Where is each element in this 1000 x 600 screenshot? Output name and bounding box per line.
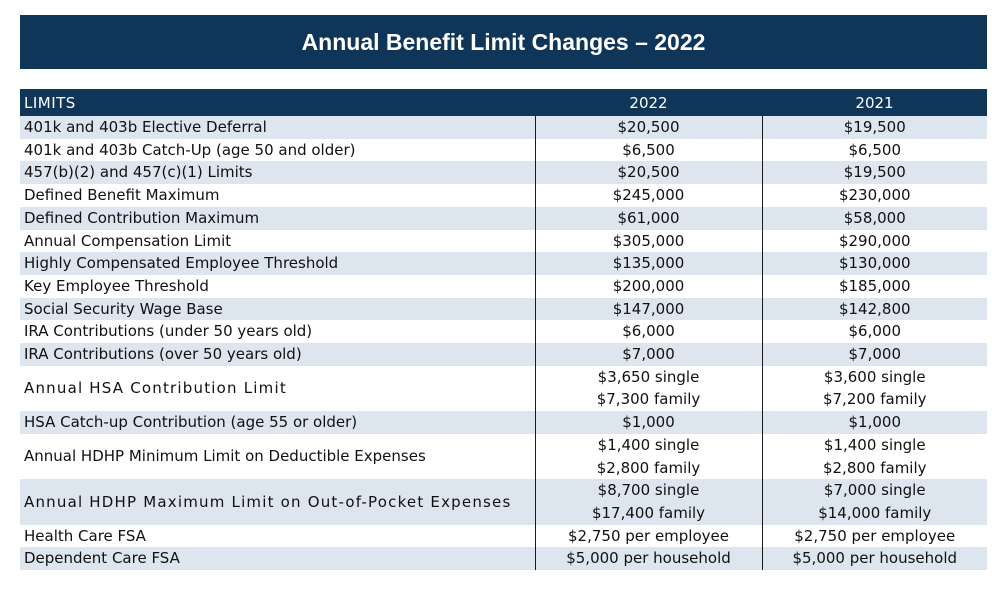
table-row: Defined Benefit Maximum $245,000 $230,00…	[20, 184, 987, 207]
value-2022: $20,500	[534, 161, 762, 185]
table-row: Dependent Care FSA $5,000 per household …	[20, 547, 987, 571]
value-2021: $1,000	[761, 411, 987, 434]
header-year-2021: 2021	[762, 89, 987, 116]
value-2021: $58,000	[761, 206, 987, 230]
row-label: Annual HDHP Maximum Limit on Out-of-Pock…	[20, 479, 535, 525]
value-2022: $135,000	[534, 252, 762, 275]
value-2021: $1,400 single $2,800 family	[761, 433, 987, 480]
header-limits: LIMITS	[20, 89, 535, 116]
value-2022: $6,000	[534, 320, 762, 344]
value-2021-family: $7,200 family	[822, 390, 927, 409]
table-row: Highly Compensated Employee Threshold $1…	[20, 252, 987, 275]
table-row: IRA Contributions (under 50 years old) $…	[20, 320, 987, 344]
row-label: 401k and 403b Catch-Up (age 50 and older…	[24, 140, 356, 159]
value-2021-single: $3,600 single	[823, 367, 926, 386]
table-row: Annual HDHP Maximum Limit on Out-of-Pock…	[20, 479, 987, 525]
row-label: Annual Compensation Limit	[24, 231, 232, 250]
table-row: Social Security Wage Base $147,000 $142,…	[20, 297, 987, 321]
row-label: Defined Contribution Maximum	[20, 206, 535, 230]
row-label: HSA Catch-up Contribution (age 55 or old…	[20, 411, 535, 434]
row-label: Dependent Care FSA	[20, 547, 535, 571]
row-label: IRA Contributions (over 50 years old)	[20, 343, 535, 366]
header-year-2022: 2022	[535, 89, 762, 116]
value-2022: $7,000	[534, 343, 762, 366]
row-label: 401k and 403b Elective Deferral	[20, 116, 535, 139]
row-label: Annual HSA Contribution Limit	[24, 379, 287, 398]
value-2021: $185,000	[761, 274, 987, 298]
value-2021: $142,800	[761, 297, 987, 321]
value-2021: $19,500	[761, 116, 987, 139]
value-2022: $3,650 single $7,300 family	[534, 365, 762, 412]
value-2021: $6,000	[761, 320, 987, 344]
row-label: Defined Benefit Maximum	[24, 186, 220, 205]
table-row: 401k and 403b Catch-Up (age 50 and older…	[20, 138, 987, 162]
table-row: Defined Contribution Maximum $61,000 $58…	[20, 206, 987, 230]
value-2022-single: $8,700 single	[597, 481, 700, 500]
table-header-row: LIMITS 2022 2021	[20, 89, 987, 116]
row-label: Highly Compensated Employee Threshold	[20, 252, 535, 275]
value-2022: $2,750 per employee	[534, 524, 762, 548]
value-2021-single: $7,000 single	[823, 481, 926, 500]
value-2022-family: $2,800 family	[596, 458, 701, 477]
value-2021: $7,000 single $14,000 family	[761, 479, 987, 525]
table-row: Annual HSA Contribution Limit $3,650 sin…	[20, 365, 987, 412]
table-row: HSA Catch-up Contribution (age 55 or old…	[20, 411, 987, 434]
benefit-limits-table: LIMITS 2022 2021 401k and 403b Elective …	[20, 89, 987, 571]
table-row: 401k and 403b Elective Deferral $20,500 …	[20, 116, 987, 139]
row-label: Key Employee Threshold	[24, 276, 209, 295]
value-2021: $2,750 per employee	[761, 524, 987, 548]
value-2021: $6,500	[761, 138, 987, 162]
value-2021: $7,000	[761, 343, 987, 366]
value-2021: $19,500	[761, 161, 987, 185]
row-label: IRA Contributions (under 50 years old)	[24, 322, 313, 341]
value-2022: $1,000	[534, 411, 762, 434]
row-label: Annual HDHP Minimum Limit on Deductible …	[24, 447, 426, 466]
value-2022-single: $3,650 single	[597, 367, 700, 386]
value-2021-family: $2,800 family	[822, 458, 927, 477]
value-2022-family: $7,300 family	[596, 390, 701, 409]
value-2022: $5,000 per household	[534, 547, 762, 571]
value-2021: $230,000	[761, 184, 987, 207]
table-row: Annual Compensation Limit $305,000 $290,…	[20, 229, 987, 253]
value-2021-family: $14,000 family	[818, 503, 932, 522]
value-2022: $1,400 single $2,800 family	[534, 433, 762, 480]
value-2021-single: $1,400 single	[823, 435, 926, 454]
row-label: 457(b)(2) and 457(c)(1) Limits	[20, 161, 535, 185]
value-2021: $5,000 per household	[761, 547, 987, 571]
value-2022: $6,500	[534, 138, 762, 162]
value-2022: $245,000	[534, 184, 762, 207]
value-2022: $8,700 single $17,400 family	[534, 479, 762, 525]
page-title: Annual Benefit Limit Changes – 2022	[20, 15, 987, 69]
value-2022: $305,000	[534, 229, 762, 253]
value-2022: $200,000	[534, 274, 762, 298]
table-row: Key Employee Threshold $200,000 $185,000	[20, 274, 987, 298]
row-label: Health Care FSA	[24, 526, 146, 545]
value-2022: $147,000	[534, 297, 762, 321]
table-row: IRA Contributions (over 50 years old) $7…	[20, 343, 987, 366]
value-2021: $290,000	[761, 229, 987, 253]
value-2022-family: $17,400 family	[591, 503, 706, 522]
value-2022: $20,500	[534, 116, 762, 139]
table-row: 457(b)(2) and 457(c)(1) Limits $20,500 $…	[20, 161, 987, 185]
value-2022: $61,000	[534, 206, 762, 230]
table-row: Health Care FSA $2,750 per employee $2,7…	[20, 524, 987, 548]
table-row: Annual HDHP Minimum Limit on Deductible …	[20, 433, 987, 480]
value-2021: $3,600 single $7,200 family	[761, 365, 987, 412]
value-2021: $130,000	[761, 252, 987, 275]
value-2022-single: $1,400 single	[597, 435, 700, 454]
row-label: Social Security Wage Base	[20, 297, 535, 321]
